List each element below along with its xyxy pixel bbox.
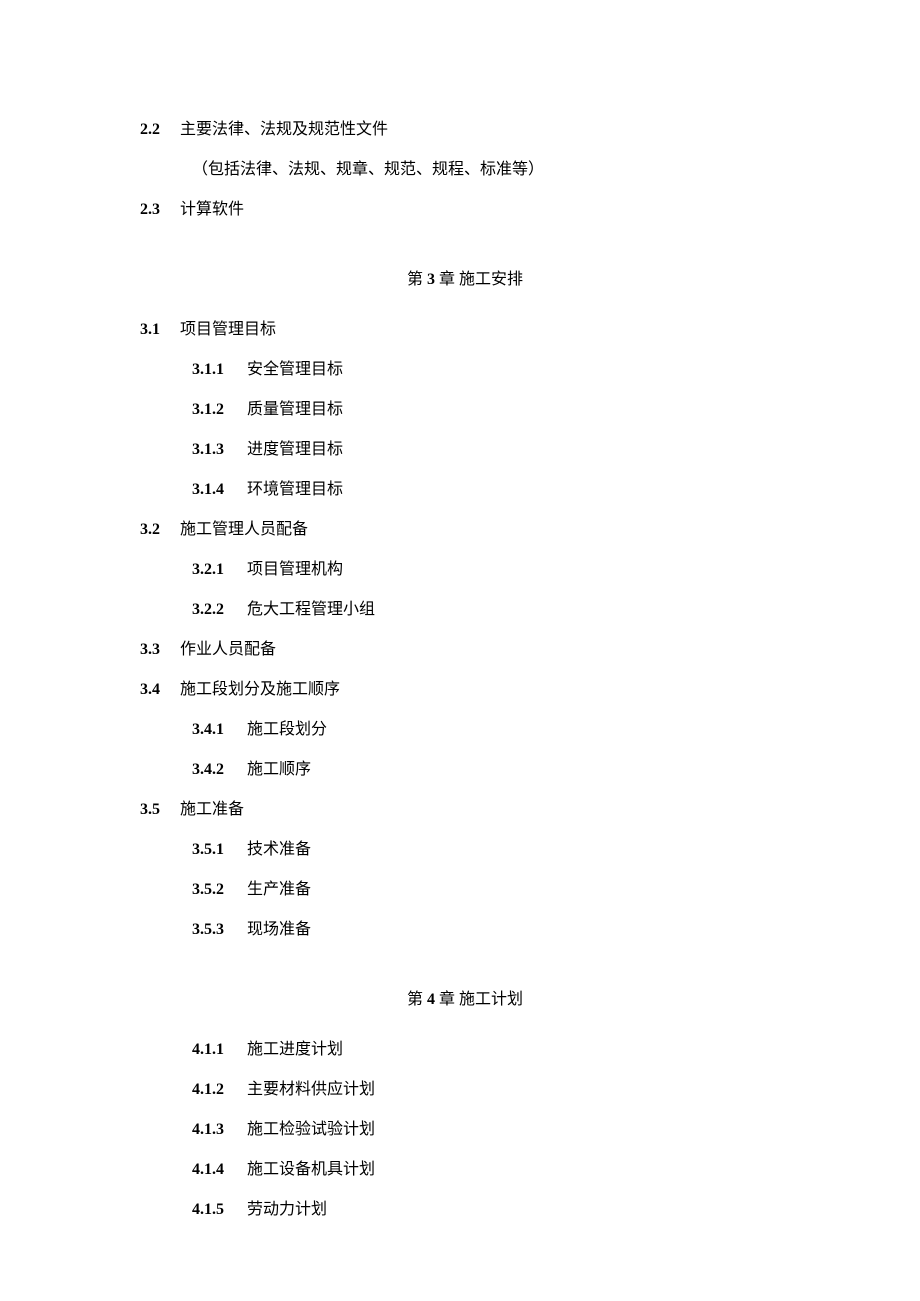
chapter-suffix: 章 施工计划 [439, 991, 523, 1008]
outline-number: 4.1.1 [192, 1030, 247, 1070]
outline-number: 3.5.3 [192, 910, 247, 950]
outline-level-2: 3.4.1施工段划分 [192, 710, 790, 750]
outline-level-1: 2.2主要法律、法规及规范性文件 [140, 110, 790, 150]
outline-text: 技术准备 [247, 841, 311, 858]
outline-level-2: 3.4.2施工顺序 [192, 750, 790, 790]
outline-number: 3.2.1 [192, 550, 247, 590]
outline-number: 4.1.5 [192, 1190, 247, 1230]
chapter-number: 3 [423, 271, 439, 288]
outline-text: 生产准备 [247, 881, 311, 898]
outline-level-2: 3.2.2危大工程管理小组 [192, 590, 790, 630]
outline-text: 劳动力计划 [247, 1201, 327, 1218]
chapter-heading: 第 3 章 施工安排 [140, 260, 790, 300]
outline-number: 3.2.2 [192, 590, 247, 630]
outline-text: 计算软件 [180, 201, 244, 218]
chapter-number: 4 [423, 991, 439, 1008]
outline-text: 施工检验试验计划 [247, 1121, 375, 1138]
outline-text: 安全管理目标 [247, 361, 343, 378]
outline-number: 3.4.2 [192, 750, 247, 790]
outline-number: 4.1.2 [192, 1070, 247, 1110]
outline-level-2: 4.1.4施工设备机具计划 [192, 1150, 790, 1190]
outline-level-2: 3.1.1安全管理目标 [192, 350, 790, 390]
outline-number: 3.1.4 [192, 470, 247, 510]
outline-level-2: 3.1.4环境管理目标 [192, 470, 790, 510]
outline-number: 3.5.2 [192, 870, 247, 910]
outline-text: 施工段划分及施工顺序 [180, 681, 340, 698]
outline-level-2: 4.1.2主要材料供应计划 [192, 1070, 790, 1110]
outline-level-2: 3.5.2生产准备 [192, 870, 790, 910]
outline-text: 现场准备 [247, 921, 311, 938]
outline-number: 3.1.3 [192, 430, 247, 470]
outline-text: 进度管理目标 [247, 441, 343, 458]
outline-level-2: 3.5.1技术准备 [192, 830, 790, 870]
outline-level-1: 3.2施工管理人员配备 [140, 510, 790, 550]
outline-level-2: 4.1.1施工进度计划 [192, 1030, 790, 1070]
outline-text: 项目管理机构 [247, 561, 343, 578]
outline-text: 施工设备机具计划 [247, 1161, 375, 1178]
outline-level-2: 3.1.2质量管理目标 [192, 390, 790, 430]
outline-number: 3.2 [140, 510, 180, 550]
outline-number: 4.1.4 [192, 1150, 247, 1190]
outline-number: 3.1 [140, 310, 180, 350]
outline-text: 主要材料供应计划 [247, 1081, 375, 1098]
chapter-prefix: 第 [407, 991, 423, 1008]
outline-level-1: 3.1项目管理目标 [140, 310, 790, 350]
outline-level-1: 2.3计算软件 [140, 190, 790, 230]
outline-text: 施工顺序 [247, 761, 311, 778]
outline-level-1: 3.3作业人员配备 [140, 630, 790, 670]
outline-number: 3.4 [140, 670, 180, 710]
chapter-heading: 第 4 章 施工计划 [140, 980, 790, 1020]
outline-number: 2.2 [140, 110, 180, 150]
outline-level-2: 3.1.3进度管理目标 [192, 430, 790, 470]
outline-number: 2.3 [140, 190, 180, 230]
outline-level-1: 3.4施工段划分及施工顺序 [140, 670, 790, 710]
outline-level-2: 3.5.3现场准备 [192, 910, 790, 950]
outline-number: 3.3 [140, 630, 180, 670]
outline-text: 质量管理目标 [247, 401, 343, 418]
outline-number: 4.1.3 [192, 1110, 247, 1150]
outline-text: 施工准备 [180, 801, 244, 818]
outline-text: 施工管理人员配备 [180, 521, 308, 538]
outline-number: 3.1.1 [192, 350, 247, 390]
outline-level-1: 3.5施工准备 [140, 790, 790, 830]
outline-number: 3.1.2 [192, 390, 247, 430]
outline-number: 3.5.1 [192, 830, 247, 870]
outline-number: 3.4.1 [192, 710, 247, 750]
outline-text: 施工进度计划 [247, 1041, 343, 1058]
document-outline: 2.2主要法律、法规及规范性文件（包括法律、法规、规章、规范、规程、标准等）2.… [140, 110, 790, 1230]
outline-text: 环境管理目标 [247, 481, 343, 498]
outline-level-2: 4.1.3施工检验试验计划 [192, 1110, 790, 1150]
outline-level-2: 3.2.1项目管理机构 [192, 550, 790, 590]
chapter-suffix: 章 施工安排 [439, 271, 523, 288]
outline-text: 施工段划分 [247, 721, 327, 738]
outline-number: 3.5 [140, 790, 180, 830]
outline-note: （包括法律、法规、规章、规范、规程、标准等） [192, 150, 790, 190]
chapter-prefix: 第 [407, 271, 423, 288]
outline-text: 作业人员配备 [180, 641, 276, 658]
outline-text: 主要法律、法规及规范性文件 [180, 121, 388, 138]
outline-text: 危大工程管理小组 [247, 601, 375, 618]
outline-text: 项目管理目标 [180, 321, 276, 338]
outline-level-2: 4.1.5劳动力计划 [192, 1190, 790, 1230]
